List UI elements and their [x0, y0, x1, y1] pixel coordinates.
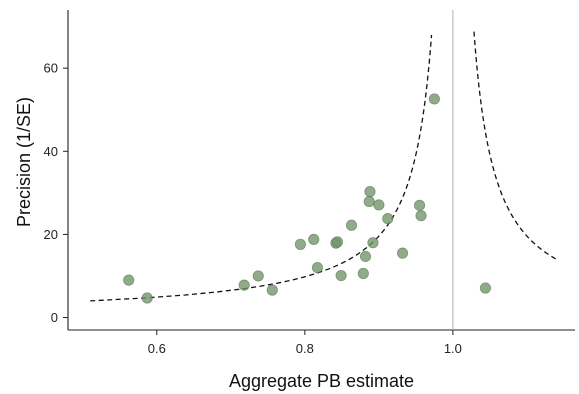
- data-point: [308, 233, 320, 246]
- data-point: [331, 236, 344, 248]
- x-tick-label: 0.8: [296, 341, 314, 356]
- funnel-right-bound: [473, 30, 557, 260]
- data-point: [266, 284, 278, 296]
- funnel-lines: [90, 30, 557, 302]
- data-point: [123, 274, 135, 286]
- data-point: [373, 199, 385, 211]
- x-axis-title: Aggregate PB estimate: [229, 371, 414, 391]
- data-point: [357, 267, 369, 280]
- data-point: [311, 262, 324, 274]
- data-point: [359, 250, 372, 263]
- data-point: [364, 186, 376, 198]
- y-axis-title: Precision (1/SE): [14, 97, 34, 227]
- y-tick-label: 0: [51, 310, 58, 325]
- data-point: [415, 210, 427, 222]
- axes: [63, 10, 575, 335]
- x-tick-label: 1.0: [444, 341, 462, 356]
- data-point: [479, 282, 492, 294]
- x-tick-label: 0.6: [148, 341, 166, 356]
- y-tick-label: 40: [44, 144, 58, 159]
- data-point: [335, 269, 347, 282]
- data-point: [428, 93, 440, 105]
- data-point: [396, 247, 409, 259]
- data-point: [382, 213, 394, 225]
- data-point: [238, 279, 250, 291]
- data-point: [363, 195, 375, 208]
- data-point: [294, 238, 307, 250]
- funnel-left-bound: [90, 34, 433, 302]
- data-point: [413, 199, 426, 211]
- data-points: [123, 93, 492, 304]
- data-point: [252, 270, 264, 282]
- data-point: [345, 219, 358, 231]
- y-tick-label: 60: [44, 61, 58, 76]
- data-point: [141, 292, 153, 304]
- y-tick-label: 20: [44, 227, 58, 242]
- data-point: [367, 237, 379, 249]
- axis-labels: 0.6 0.8 1.0 0 20 40 60 Aggregate PB estimate Pre…: [14, 61, 462, 391]
